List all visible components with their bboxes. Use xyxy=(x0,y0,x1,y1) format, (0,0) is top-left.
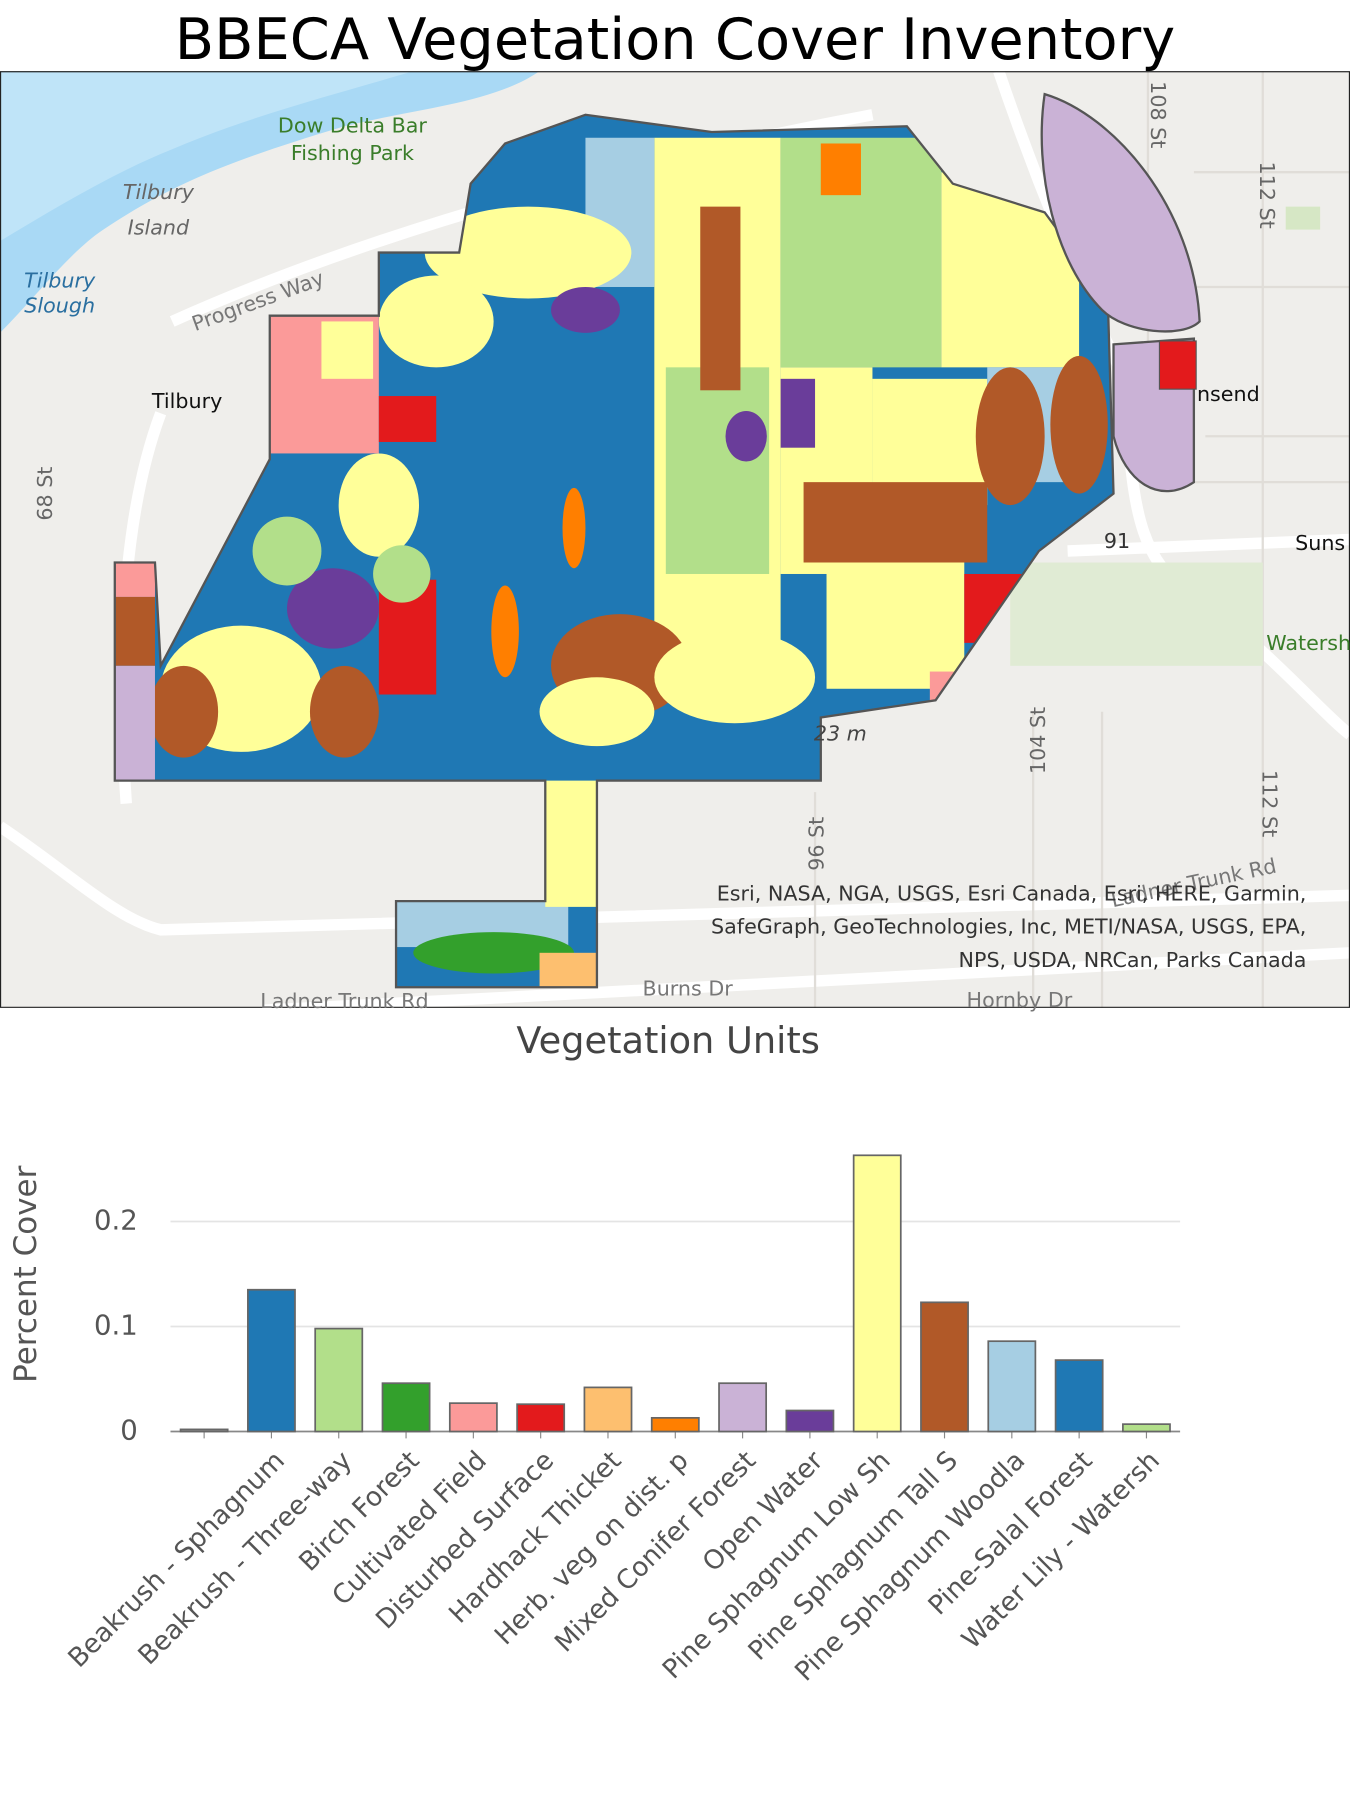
map-label: Tilbury xyxy=(24,268,96,292)
bar xyxy=(785,1409,835,1433)
bar xyxy=(650,1416,700,1433)
map-label: 23 m xyxy=(814,722,867,746)
bar xyxy=(1054,1359,1104,1433)
map-label: Fishing Park xyxy=(291,141,414,165)
bar xyxy=(987,1340,1037,1433)
map-label: Watersh xyxy=(1266,631,1350,655)
vegetation-patch xyxy=(1040,92,1201,333)
bar xyxy=(1122,1423,1171,1433)
map-label: 108 St xyxy=(1146,81,1170,148)
y-tick-label: 0.2 xyxy=(94,1204,138,1236)
bar xyxy=(247,1288,296,1433)
bar xyxy=(314,1327,364,1433)
map xyxy=(0,71,1350,1008)
park xyxy=(1010,562,1263,666)
bar xyxy=(381,1382,431,1433)
map-label: Tilbury xyxy=(123,180,195,204)
y-tick-label: 0.1 xyxy=(94,1309,138,1341)
map-label: Dow Delta Bar xyxy=(278,113,428,137)
bar xyxy=(718,1382,768,1433)
river xyxy=(0,71,414,242)
bar xyxy=(852,1154,902,1433)
area-outline xyxy=(113,113,1115,989)
bar xyxy=(583,1386,633,1433)
map-label: Slough xyxy=(24,294,95,318)
attribution: SafeGraph, GeoTechnologies, Inc, METI/NA… xyxy=(711,915,1306,939)
map-label: Hornby Dr xyxy=(967,988,1073,1012)
vegetation-patch xyxy=(1158,340,1197,390)
map-label: 112 St xyxy=(1255,162,1279,229)
map-label: Ladner Trunk Rd xyxy=(260,989,428,1013)
map-label: 96 St xyxy=(804,817,828,871)
bar xyxy=(516,1403,566,1433)
park xyxy=(1285,206,1321,230)
y-axis-label: Percent Cover xyxy=(8,1165,44,1382)
map-label: Suns xyxy=(1295,531,1345,555)
map-label: Island xyxy=(128,215,190,239)
map-label: 104 St xyxy=(1026,707,1050,774)
chart-title: Vegetation Units xyxy=(516,1019,820,1062)
map-label: Tilbury xyxy=(151,389,222,413)
page-title: BBECA Vegetation Cover Inventory xyxy=(175,6,1175,73)
bar xyxy=(920,1301,969,1433)
y-tick-label: 0 xyxy=(120,1415,138,1447)
map-label: nsend xyxy=(1197,382,1260,406)
bar xyxy=(448,1402,498,1433)
map-label: 112 St xyxy=(1257,770,1281,837)
bar xyxy=(179,1428,229,1433)
attribution: NPS, USDA, NRCan, Parks Canada xyxy=(959,948,1307,972)
attribution: Esri, NASA, NGA, USGS, Esri Canada, Esri… xyxy=(717,881,1307,905)
map-label: Burns Dr xyxy=(643,977,734,1001)
map-label: 91 xyxy=(1104,529,1130,553)
map-label: 68 St xyxy=(33,467,57,521)
